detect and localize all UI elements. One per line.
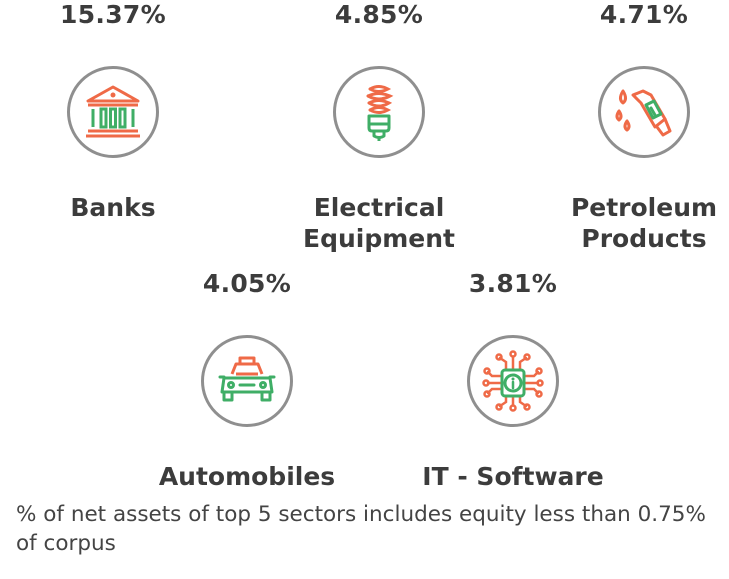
sector-label-line: IT - Software: [422, 462, 604, 491]
sector-label-line: Equipment: [303, 224, 455, 253]
light-bulb-icon: [366, 85, 394, 141]
car-icon: [218, 356, 276, 402]
sector-label-line: Automobiles: [158, 462, 336, 491]
sector-label-line: Banks: [70, 193, 156, 222]
chip-info-icon-circle: [467, 335, 559, 427]
sector-percentage: 15.37%: [60, 0, 166, 29]
sector-label: Electrical Equipment: [269, 192, 489, 254]
sector-label: Automobiles: [137, 461, 357, 492]
car-icon-circle: [201, 335, 293, 427]
sector-percentage: 4.05%: [202, 269, 292, 298]
sector-percentage: 3.81%: [468, 269, 558, 298]
chip-info-icon: [482, 350, 544, 412]
bank-icon: [86, 85, 140, 138]
sector-label-line: Electrical: [313, 193, 445, 222]
sector-percentage: 4.85%: [334, 0, 424, 29]
fuel-nozzle-icon: [615, 89, 672, 137]
fuel-nozzle-icon-circle: [598, 66, 690, 158]
footnote: % of net assets of top 5 sectors include…: [16, 502, 706, 556]
sector-label-line: Petroleum: [570, 193, 718, 222]
sector-label: IT - Software: [403, 461, 623, 492]
light-bulb-icon-circle: [333, 66, 425, 158]
sector-label-line: Products: [581, 224, 707, 253]
sector-percentage: 4.71%: [599, 0, 689, 29]
sector-label: Banks: [3, 192, 223, 223]
bank-icon-circle: [67, 66, 159, 158]
sector-label: Petroleum Products: [534, 192, 729, 254]
